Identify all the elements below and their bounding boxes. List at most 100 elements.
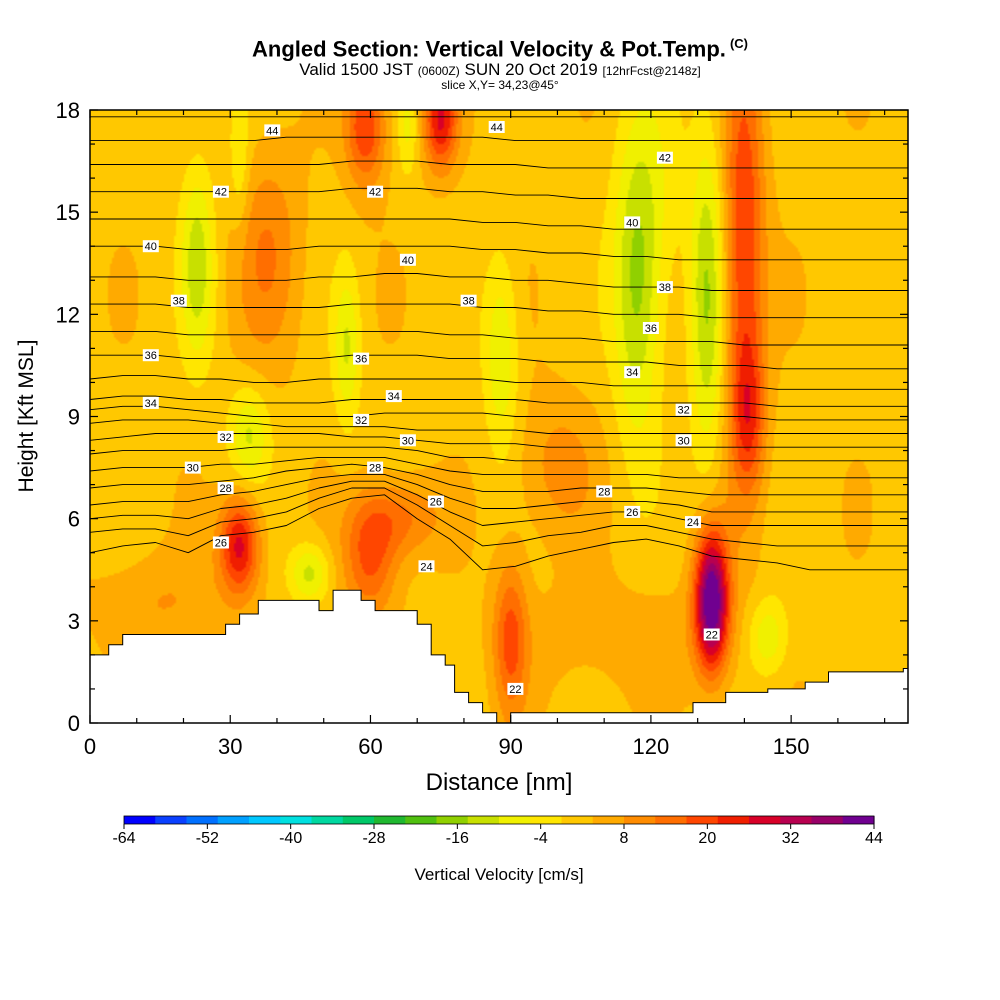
contour-label-bg — [367, 461, 384, 474]
contour-label-bg — [656, 151, 673, 164]
contour-28 — [90, 463, 908, 496]
contour-label-bg — [624, 366, 641, 379]
colorbar-swatch — [342, 816, 375, 824]
y-tick-label: 12 — [56, 302, 80, 327]
contour-40 — [90, 245, 908, 261]
colorbar-swatch — [467, 816, 500, 824]
colorbar-swatch — [624, 816, 656, 824]
contour-label-group: 34 — [142, 396, 159, 410]
contour-label-bg — [217, 430, 234, 443]
contour-34 — [90, 395, 908, 407]
contour-label-group: 28 — [596, 485, 613, 498]
contour-label: 38 — [173, 296, 185, 308]
y-tick-label: 3 — [68, 609, 80, 634]
contour-label: 36 — [355, 354, 367, 366]
contour-label-bg — [385, 390, 402, 403]
contour-30 — [90, 446, 908, 462]
contour-label-bg — [264, 124, 281, 137]
contour-label: 32 — [355, 415, 367, 427]
contour-label-group: 34 — [624, 366, 641, 379]
colorbar-swatch — [436, 816, 469, 824]
contour-label-group: 32 — [675, 403, 692, 417]
contour-label-group: 26 — [427, 495, 444, 509]
contour-label-bg — [184, 461, 201, 474]
x-tick-label: 90 — [498, 734, 522, 759]
contour-label-group: 36 — [642, 322, 659, 335]
contour-label: 44 — [491, 122, 503, 134]
contour-label: 40 — [145, 241, 157, 253]
contour-label-bg — [427, 495, 444, 508]
contour-label-bg — [367, 185, 384, 198]
contour-label: 30 — [187, 463, 199, 475]
contour-label-group: 38 — [460, 294, 477, 308]
contour-39 — [90, 273, 908, 291]
contour-38 — [90, 303, 908, 319]
colorbar-label: Vertical Velocity [cm/s] — [414, 865, 583, 884]
colorbar-swatch — [249, 816, 281, 824]
contour-label-group: 40 — [399, 253, 416, 267]
contour-label-group: 22 — [507, 682, 524, 696]
chart-title-text: Angled Section: Vertical Velocity & Pot.… — [252, 36, 726, 62]
contour-label-group: 38 — [170, 294, 187, 308]
contour-label-group: 40 — [624, 216, 641, 229]
colorbar-tick-label: 32 — [782, 830, 800, 847]
x-axis-label: Distance [nm] — [426, 769, 573, 796]
contour-label-bg — [488, 121, 505, 133]
contour-33 — [90, 405, 908, 421]
contour-label-group: 32 — [217, 430, 234, 444]
contour-label-bg — [675, 434, 692, 447]
contour-label-bg — [624, 216, 641, 229]
contour-36 — [90, 354, 908, 370]
contour-label-group: 26 — [624, 505, 641, 519]
contour-label: 26 — [626, 507, 638, 519]
colorbar-swatch — [280, 816, 313, 824]
contour-label-bg — [212, 185, 229, 198]
colorbar-swatch — [592, 816, 625, 824]
chart-title: Angled Section: Vertical Velocity & Pot.… — [0, 36, 1000, 62]
contour-43 — [90, 160, 908, 169]
valid-zulu: (0600Z) — [417, 64, 460, 78]
contour-label: 28 — [598, 486, 610, 498]
colorbar: -64 -52 -40 -28 -16 -4 8 20 32 44 — [112, 815, 883, 847]
colorbar-swatch — [811, 816, 844, 824]
colorbar-swatch — [561, 816, 594, 824]
contour-29 — [90, 456, 908, 479]
contour-label-group: 36 — [142, 349, 159, 362]
vertical-velocity-field — [90, 110, 908, 723]
colorbar-tick-label: -4 — [534, 830, 548, 847]
colorbar-tick-label: 44 — [865, 830, 883, 847]
colorbar-swatch — [186, 816, 219, 824]
contour-label: 38 — [462, 296, 474, 308]
y-tick-label: 15 — [56, 200, 80, 225]
valid-prefix: Valid 1500 JST — [299, 60, 413, 79]
x-tick-label: 0 — [84, 734, 96, 759]
contour-35 — [90, 375, 908, 390]
contour-label-group: 42 — [367, 185, 384, 199]
contour-26 — [90, 480, 908, 526]
contour-label: 22 — [706, 630, 718, 642]
contour-label-bg — [507, 682, 524, 695]
colorbar-swatch — [749, 816, 781, 824]
y-axis-label: Height [Kft MSL] — [15, 340, 38, 493]
colorbar-swatch — [686, 816, 719, 824]
contour-label-bg — [142, 240, 159, 253]
colorbar-tick-label: -28 — [362, 830, 385, 847]
contour-label-bg — [596, 485, 613, 498]
contour-label: 32 — [677, 405, 689, 417]
contour-label: 34 — [145, 398, 157, 410]
colorbar-swatch — [124, 816, 156, 824]
contour-label-group: 34 — [385, 390, 402, 403]
contour-label-bg — [399, 434, 416, 447]
contour-37 — [90, 330, 908, 346]
x-tick-label: 150 — [773, 734, 810, 759]
contour-label: 34 — [388, 391, 400, 403]
terrain-mask — [90, 589, 908, 723]
colorbar-tick-label: -40 — [279, 830, 302, 847]
contour-label-group: 38 — [656, 281, 673, 294]
contour-label-group: 42 — [212, 185, 229, 199]
contour-label: 34 — [626, 367, 638, 379]
colorbar-swatch — [842, 816, 875, 824]
contour-label-group: 32 — [353, 413, 370, 427]
contour-label: 42 — [369, 187, 381, 199]
